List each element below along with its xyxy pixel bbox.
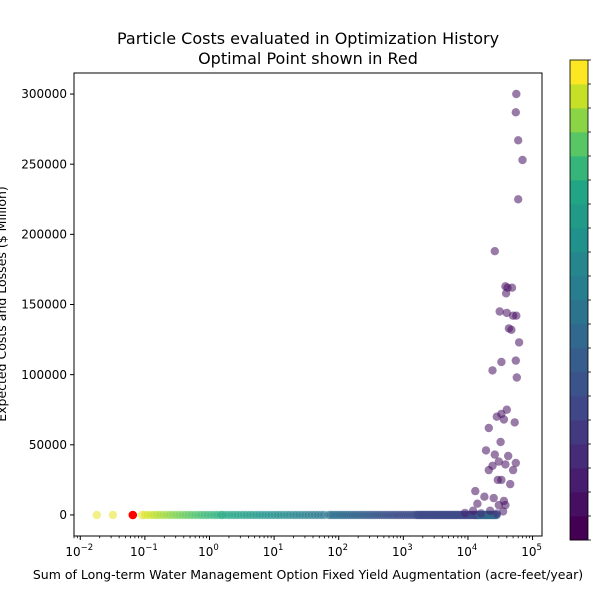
y-tick-label: 200000 bbox=[21, 228, 67, 242]
colorbar-segment bbox=[570, 300, 588, 325]
scatter-point bbox=[485, 506, 495, 515]
scatter-point bbox=[511, 108, 520, 117]
scatter-point bbox=[92, 510, 102, 520]
colorbar-segment bbox=[570, 372, 588, 397]
data-points bbox=[92, 89, 527, 520]
y-tick-label: 150000 bbox=[21, 298, 67, 312]
colorbar-segment bbox=[570, 516, 588, 541]
scatter-point bbox=[511, 356, 520, 365]
scatter-point bbox=[504, 451, 513, 461]
colorbar-segment bbox=[570, 396, 588, 421]
scatter-point bbox=[510, 418, 519, 427]
scatter-point bbox=[468, 506, 478, 515]
scatter-point bbox=[488, 366, 497, 375]
scatter-point bbox=[514, 136, 523, 145]
scatter-point bbox=[508, 465, 518, 475]
scatter-point bbox=[494, 500, 503, 510]
colorbar-segment bbox=[570, 444, 588, 469]
scatter-point bbox=[460, 508, 470, 518]
colorbar-segment bbox=[570, 468, 588, 493]
colorbar-segment bbox=[570, 492, 588, 517]
chart-title-line2: Optimal Point shown in Red bbox=[198, 49, 418, 68]
scatter-point bbox=[512, 89, 521, 99]
x-tick-label: 105 bbox=[521, 543, 542, 559]
scatter-point bbox=[497, 475, 506, 485]
optimal-point bbox=[128, 510, 138, 520]
scatter-point bbox=[480, 492, 489, 501]
y-axis-label: Expected Costs and Losses ($ Million) bbox=[0, 186, 9, 422]
scatter-point bbox=[512, 311, 521, 320]
colorbar-segment bbox=[570, 324, 588, 349]
scatter-point bbox=[496, 437, 505, 447]
scatter-point bbox=[518, 155, 527, 165]
colorbar-segment bbox=[570, 420, 588, 445]
scatter-point bbox=[507, 325, 516, 334]
x-tick-label: 101 bbox=[263, 543, 284, 559]
scatter-point bbox=[108, 510, 118, 520]
scatter-point bbox=[514, 338, 524, 347]
colorbar-segment bbox=[570, 204, 588, 229]
scatter-point bbox=[502, 308, 511, 318]
colorbar-segment bbox=[570, 84, 588, 109]
colorbar-segment bbox=[570, 132, 588, 157]
scatter-point bbox=[492, 412, 501, 421]
x-tick-label: 10−1 bbox=[130, 543, 158, 559]
scatter-point bbox=[490, 450, 499, 459]
scatter-point bbox=[484, 423, 493, 433]
scatter-point bbox=[489, 493, 498, 503]
scatter-point bbox=[501, 500, 510, 510]
colorbar-segment bbox=[570, 156, 588, 181]
scatter-point bbox=[511, 458, 520, 468]
y-tick-label: 50000 bbox=[29, 438, 67, 452]
scatter-point bbox=[498, 507, 508, 516]
colorbar-segment bbox=[570, 60, 588, 85]
scatter-point bbox=[514, 195, 523, 204]
scatter-point bbox=[507, 283, 517, 292]
scatter-point bbox=[490, 247, 499, 256]
colorbar bbox=[569, 59, 591, 541]
y-tick-label: 300000 bbox=[21, 87, 67, 101]
colorbar-segment bbox=[570, 252, 588, 277]
x-axis-label: Sum of Long-term Water Management Option… bbox=[33, 567, 583, 582]
x-tick-label: 100 bbox=[198, 543, 219, 559]
scatter-point bbox=[506, 479, 515, 489]
colorbar-segment bbox=[570, 228, 588, 253]
scatter-point bbox=[471, 486, 480, 496]
scatter-point bbox=[492, 509, 501, 518]
scatter-point bbox=[501, 460, 510, 469]
colorbar-segment bbox=[570, 108, 588, 133]
plot-background bbox=[74, 73, 542, 536]
colorbar-segment bbox=[570, 180, 588, 205]
x-tick-label: 102 bbox=[327, 543, 348, 559]
y-axis: 0 50000 100000 150000 200000 250000 300000 bbox=[21, 87, 74, 522]
x-tick-label: 103 bbox=[392, 543, 413, 559]
colorbar-segment bbox=[570, 348, 588, 373]
scatter-point bbox=[476, 509, 486, 518]
scatter-point bbox=[499, 415, 509, 424]
y-tick-label: 0 bbox=[59, 508, 67, 522]
scatter-point bbox=[512, 373, 521, 382]
scatter-point bbox=[501, 289, 511, 298]
scatter-point bbox=[484, 465, 493, 475]
x-tick-label: 104 bbox=[457, 543, 478, 559]
chart-title-line1: Particle Costs evaluated in Optimization… bbox=[117, 29, 499, 48]
x-axis: 10−2 10−1 100 101 102 103 104 105 bbox=[65, 536, 542, 559]
scatter-point bbox=[481, 446, 491, 455]
optimal-point-layer bbox=[128, 510, 138, 520]
colorbar-segment bbox=[570, 276, 588, 301]
scatter-point bbox=[495, 307, 504, 316]
x-tick-label: 10−2 bbox=[65, 543, 93, 559]
scatter-point bbox=[473, 499, 482, 508]
scatter-point bbox=[497, 357, 506, 367]
scatter-point bbox=[494, 457, 503, 466]
y-tick-label: 250000 bbox=[21, 157, 67, 171]
y-tick-label: 100000 bbox=[21, 368, 67, 382]
